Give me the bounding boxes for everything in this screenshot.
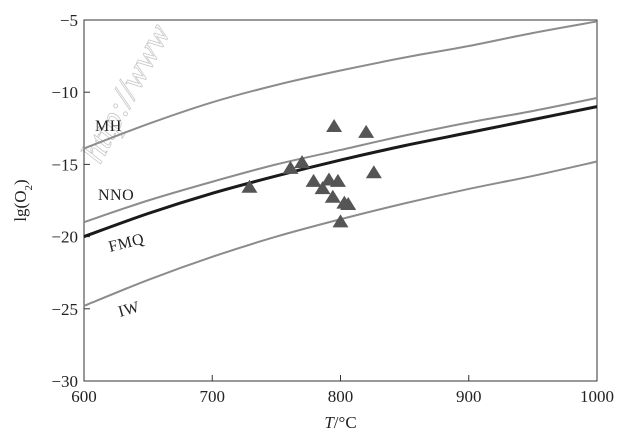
label-iw: IW: [116, 298, 142, 320]
sample-point: [329, 173, 346, 187]
x-tick-label: 800: [328, 387, 354, 406]
sample-point: [332, 214, 349, 228]
sample-point: [294, 155, 311, 169]
sample-point: [326, 119, 343, 133]
sample-point: [305, 173, 322, 187]
axes: 600 700 800 900 1000 −30 −25 −20 −15 −10 −5: [51, 11, 614, 406]
y-tick-label: −10: [51, 83, 78, 102]
label-nno: NNO: [98, 187, 134, 204]
y-tick-label: −30: [51, 372, 78, 391]
x-tick-label: 900: [456, 387, 482, 406]
plot-frame: [83, 19, 598, 382]
sample-point: [314, 181, 331, 195]
sample-point: [365, 165, 382, 179]
y-tick-label: −5: [60, 11, 78, 30]
sample-point: [340, 197, 357, 211]
curve-fmq: [83, 105, 598, 239]
curve-nno: [83, 96, 598, 224]
buffer-labels: MH NNO FMQ IW: [95, 118, 146, 321]
label-mh: MH: [95, 118, 122, 135]
y-axis-title: lg(O2): [11, 179, 35, 221]
sample-points: [241, 119, 382, 228]
sample-point: [358, 124, 375, 138]
sample-point: [324, 189, 341, 203]
label-fmq: FMQ: [107, 231, 146, 256]
y-tick-label: −15: [51, 155, 78, 174]
x-tick-label: 700: [200, 387, 226, 406]
x-tick-label: 1000: [580, 387, 614, 406]
sample-point: [282, 160, 299, 174]
buffer-curves: [83, 20, 598, 307]
y-tick-label: −20: [51, 228, 78, 247]
x-axis-title: T/°C: [324, 413, 356, 432]
y-tick-label: −25: [51, 300, 78, 319]
curve-mh: [83, 20, 598, 150]
sample-point: [241, 179, 258, 193]
x-tick-label: 600: [71, 387, 97, 406]
